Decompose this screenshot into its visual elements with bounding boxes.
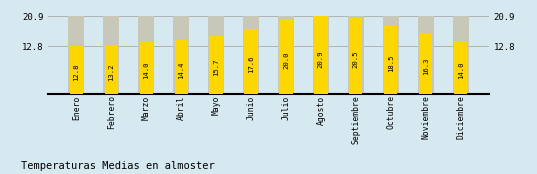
Text: 14.0: 14.0 [458, 62, 463, 79]
Bar [138, 16, 154, 94]
Bar [68, 16, 84, 94]
Bar [103, 16, 119, 94]
Bar [140, 42, 153, 94]
Bar [208, 16, 224, 94]
Bar [314, 16, 328, 94]
Bar [349, 18, 362, 94]
Bar [278, 16, 294, 94]
Bar [313, 16, 329, 94]
Bar [454, 42, 467, 94]
Text: 20.0: 20.0 [283, 52, 289, 69]
Text: 20.9: 20.9 [318, 50, 324, 68]
Bar [244, 29, 258, 94]
Text: 13.2: 13.2 [108, 63, 114, 81]
Text: 18.5: 18.5 [388, 54, 394, 72]
Text: 12.8: 12.8 [74, 64, 79, 81]
Bar [105, 45, 118, 94]
Bar [383, 16, 399, 94]
Text: 17.6: 17.6 [248, 56, 254, 73]
Text: 20.5: 20.5 [353, 51, 359, 68]
Bar [384, 25, 397, 94]
Bar [173, 16, 189, 94]
Text: 16.3: 16.3 [423, 58, 429, 76]
Bar [419, 33, 432, 94]
Bar [453, 16, 469, 94]
Bar [279, 20, 293, 94]
Text: 15.7: 15.7 [213, 59, 219, 76]
Bar [175, 40, 188, 94]
Bar [209, 36, 223, 94]
Bar [70, 46, 83, 94]
Text: 14.4: 14.4 [178, 61, 184, 79]
Text: 14.0: 14.0 [143, 62, 149, 79]
Bar [418, 16, 434, 94]
Text: Temperaturas Medias en almoster: Temperaturas Medias en almoster [21, 161, 215, 171]
Bar [243, 16, 259, 94]
Bar [348, 16, 364, 94]
